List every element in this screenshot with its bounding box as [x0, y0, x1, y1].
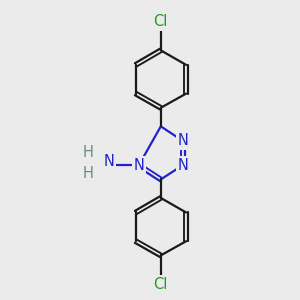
Text: H: H	[83, 166, 94, 181]
Text: N: N	[177, 134, 188, 148]
Text: Cl: Cl	[154, 277, 168, 292]
Text: Cl: Cl	[154, 14, 168, 29]
Text: N: N	[104, 154, 115, 169]
Text: H: H	[83, 145, 94, 160]
Text: N: N	[134, 158, 144, 173]
Text: N: N	[177, 158, 188, 173]
